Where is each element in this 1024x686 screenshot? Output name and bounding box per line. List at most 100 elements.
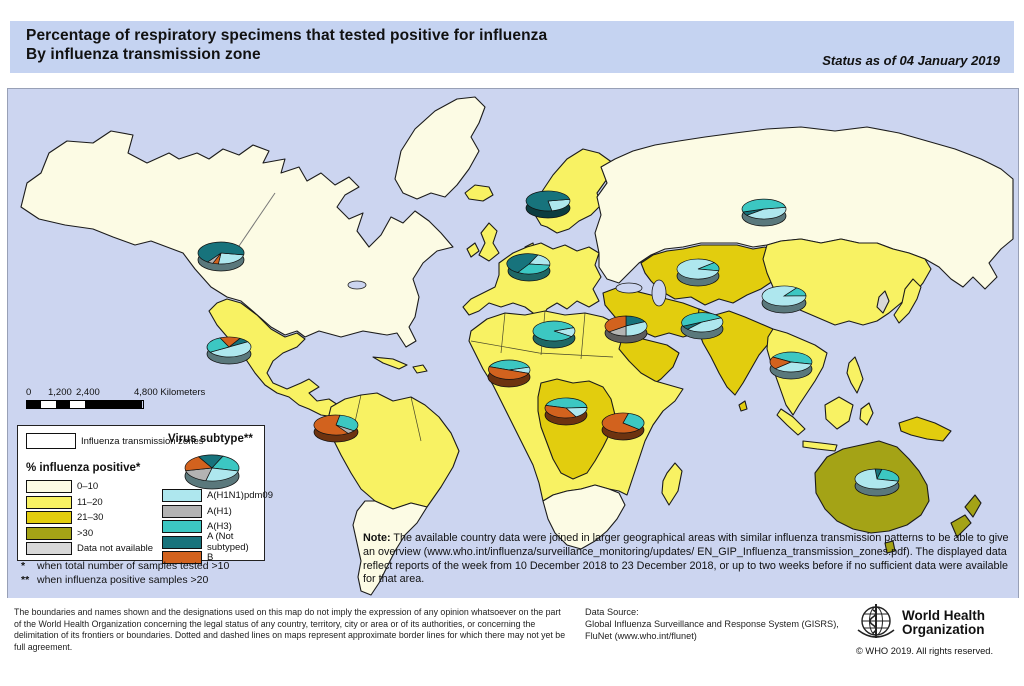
legend-swatch (26, 542, 72, 556)
pie-slice-A(H3) (622, 412, 645, 430)
legend-swatch (162, 535, 202, 549)
world-map (20, 96, 1014, 596)
pie-western-europe (506, 253, 551, 282)
legend-swatch (26, 526, 72, 540)
legend-row: A (Not subtyped) (162, 531, 273, 553)
zones-swatch (26, 433, 76, 449)
pie-slice-A(H1N1)pdm09 (625, 321, 648, 337)
pie-leader-line (238, 192, 276, 247)
legend-label: A(H3) (207, 521, 232, 533)
region-australia (814, 440, 930, 554)
boundary-disclaimer: The boundaries and names shown and the d… (14, 607, 566, 652)
map-area: 0 1,200 2,400 4,800 Kilometers Influenza… (7, 88, 1019, 600)
region-united-kingdom (466, 222, 500, 262)
pie-northern-africa (532, 320, 576, 349)
pie-slice-B (769, 356, 793, 370)
legend-swatch (26, 495, 72, 509)
pie-slice-B (601, 412, 640, 434)
pie-south-east-asia (769, 351, 813, 380)
data-source-line2: FluNet (www.who.int/flunet) (585, 630, 697, 641)
caspian-sea (651, 279, 667, 307)
legend-label: 21–30 (77, 512, 104, 524)
legend-swatch (162, 520, 202, 534)
who-name: World Health Organization (902, 608, 986, 637)
footnote-2: ** when influenza positive samples >20 (21, 574, 209, 586)
pie-slice-B (544, 405, 577, 419)
pie-middle-africa (544, 397, 588, 426)
region-eastern-europe-russia (594, 126, 1014, 290)
legend-footnotes: * when total number of samples tested >10… (21, 559, 229, 587)
who-logo-block: World Health Organization © WHO 2019. Al… (854, 602, 1020, 656)
pie-southern-asia (680, 312, 724, 340)
legend-label: B (207, 552, 214, 564)
pie-eastern-europe (741, 198, 787, 227)
legend-label: Data not available (77, 543, 154, 555)
title-bar: Percentage of respiratory specimens that… (10, 21, 1014, 73)
pie-slice-A(H3) (335, 414, 359, 432)
footnote-1: * when total number of samples tested >10 (21, 560, 230, 572)
legend-row: 11–20 (26, 495, 153, 511)
pie-slice-A(H3) (681, 312, 722, 327)
map-note: Note: The available country data were jo… (363, 532, 1015, 587)
who-emblem-icon (857, 604, 895, 638)
legend-swatch (162, 551, 202, 565)
region-korea (876, 290, 890, 314)
pie-slice-A(H1N1)pdm09 (686, 317, 724, 333)
scale-bar: 0 1,200 2,400 4,800 Kilometers (26, 387, 216, 413)
legend-swatch (162, 504, 202, 518)
positivity-rows: 0–10 11–20 21–30 >30 Data not available (26, 479, 153, 557)
pie-slice-B (184, 456, 213, 472)
pie-slice-B (313, 414, 349, 436)
note-text: The available country data were joined i… (363, 532, 1009, 586)
scale-tick: 0 (26, 387, 32, 398)
legend-row: Data not available (26, 541, 153, 557)
legend-label: 11–20 (77, 496, 103, 508)
pie-slice-A (Not subtyped) (506, 253, 539, 273)
pie-slice-B (488, 366, 530, 380)
region-north-america (20, 130, 454, 348)
region-southern-africa (542, 484, 626, 550)
pie-slice-A (Not subtyped) (525, 190, 571, 212)
legend-row: 0–10 (26, 479, 153, 495)
data-source: Data Source: Global Influenza Surveillan… (585, 607, 839, 642)
region-philippines (846, 356, 864, 394)
pie-slice-A(H3) (488, 359, 530, 371)
region-new-guinea (898, 416, 952, 442)
pie-slice-A(H3) (211, 455, 240, 472)
pie-slice-A(H1N1)pdm09 (676, 258, 720, 280)
status-date: Status as of 04 January 2019 (822, 53, 1000, 68)
zones-label: Influenza transmission zones (81, 435, 204, 447)
data-source-title: Data Source: (585, 607, 639, 617)
pie-northern-europe (525, 190, 571, 219)
pie-slice-A (Not subtyped) (197, 241, 245, 263)
pie-slice-A(H1N1)pdm09 (746, 206, 787, 220)
scale-bar-segments (26, 400, 144, 409)
region-japan (893, 278, 922, 324)
region-temperate-south-america (352, 500, 428, 596)
pie-slice-A(H1N1)pdm09 (854, 468, 899, 490)
scale-tick: 1,200 (48, 387, 72, 398)
pie-slice-A(H3) (545, 397, 588, 409)
legend-swatch (26, 480, 72, 494)
who-copyright: © WHO 2019. All rights reserved. (856, 646, 994, 656)
region-iceland (464, 184, 494, 202)
region-tropical-south-america (326, 392, 460, 510)
region-central-america (208, 298, 354, 424)
pie-north-america (197, 241, 245, 272)
legend-label: A(H1) (207, 505, 232, 517)
pie-slice-A(H1N1)pdm09 (761, 285, 807, 307)
pie-western-africa (487, 359, 531, 388)
pie-slice-A(H1N1)pdm09 (205, 467, 239, 482)
pie-slice-A(H3) (532, 320, 575, 342)
page-title-line1: Percentage of respiratory specimens that… (26, 27, 548, 44)
legend-sample-pie-chart (184, 454, 240, 490)
scale-end-label: 4,800 Kilometers (134, 387, 206, 398)
pie-tropical-south-america (313, 414, 359, 443)
subtype-rows: A(H1N1)pdm09 A(H1) A(H3) A (Not subtyped) B (162, 488, 273, 566)
pie-slice-B (219, 336, 241, 348)
legend-swatch (26, 511, 72, 525)
legend-swatch (162, 489, 202, 503)
pie-western-asia (604, 315, 648, 344)
legend-row: 21–30 (26, 510, 153, 526)
